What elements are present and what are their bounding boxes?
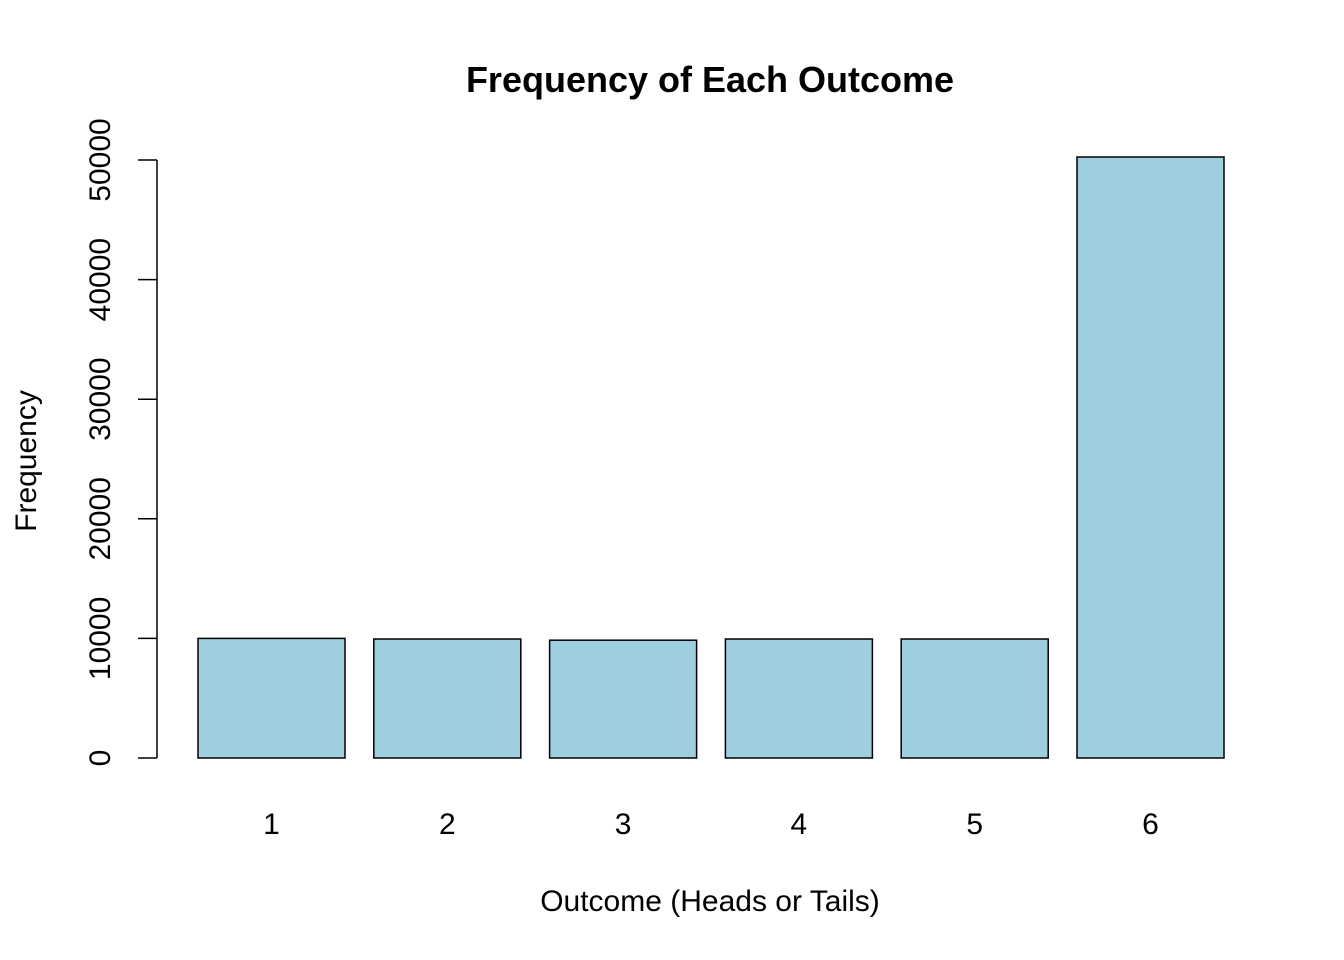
bar: [548, 639, 698, 759]
chart-title: Frequency of Each Outcome: [466, 59, 954, 100]
bars: [197, 156, 1225, 759]
x-tick-label: 6: [1142, 808, 1159, 841]
bar: [900, 638, 1049, 759]
y-tick-label: 20000: [84, 477, 117, 560]
y-tick-label: 40000: [84, 238, 117, 321]
bar: [197, 637, 346, 759]
y-tick-label: 50000: [84, 118, 117, 201]
y-tick-label: 30000: [84, 357, 117, 440]
x-axis-label: Outcome (Heads or Tails): [540, 885, 880, 918]
bar: [1076, 156, 1225, 759]
y-axis-label: Frequency: [10, 390, 43, 532]
bar: [373, 638, 522, 759]
y-tick-label: 10000: [84, 597, 117, 680]
x-tick-label: 1: [263, 808, 280, 841]
y-tick-label: 0: [84, 750, 117, 767]
bar: [724, 638, 874, 759]
x-tick-label: 5: [966, 808, 983, 841]
x-tick-label: 3: [615, 808, 632, 841]
x-tick-label: 4: [791, 808, 808, 841]
x-tick-labels: 1 2 3 4 5 6: [263, 808, 1159, 841]
y-axis: 0 10000 20000 30000 40000 50000: [84, 118, 158, 767]
x-tick-label: 2: [439, 808, 456, 841]
